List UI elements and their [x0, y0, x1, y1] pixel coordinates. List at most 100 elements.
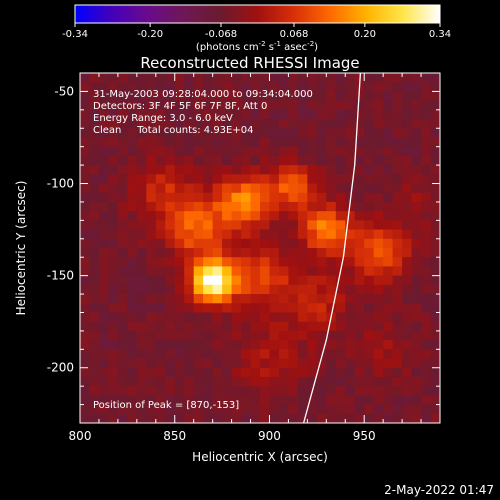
- heatmap-cell: [297, 275, 308, 286]
- heatmap-cell: [203, 395, 214, 406]
- heatmap-cell: [203, 413, 214, 423]
- heatmap-cell: [335, 192, 346, 203]
- heatmap-cell: [127, 284, 138, 295]
- heatmap-cell: [89, 100, 100, 111]
- heatmap-cell: [222, 146, 233, 157]
- heatmap-cell: [222, 73, 233, 83]
- heatmap-cell: [297, 294, 308, 304]
- heatmap-cell: [335, 358, 346, 369]
- heatmap-cell: [278, 155, 290, 166]
- heatmap-cell: [354, 312, 365, 323]
- heatmap-cell: [326, 109, 337, 120]
- heatmap-cell: [222, 349, 233, 360]
- heatmap-cell: [383, 73, 394, 83]
- heatmap-cell: [108, 128, 119, 139]
- heatmap-cell: [364, 413, 375, 423]
- heatmap-cell: [98, 413, 110, 423]
- heatmap-cell: [288, 238, 299, 249]
- heatmap-cell: [203, 367, 214, 378]
- heatmap-cell: [231, 413, 242, 423]
- heatmap-cell: [411, 386, 422, 396]
- heatmap-cell: [184, 146, 195, 157]
- heatmap-cell: [98, 73, 110, 83]
- heatmap-cell: [383, 229, 394, 240]
- heatmap-cell: [127, 330, 138, 341]
- heatmap-cell: [288, 376, 299, 387]
- heatmap-cell: [307, 82, 318, 93]
- heatmap-cell: [402, 155, 413, 166]
- heatmap-cell: [108, 119, 119, 129]
- heatmap-cell: [278, 119, 290, 129]
- heatmap-cell: [174, 257, 185, 268]
- heatmap-cell: [364, 100, 375, 111]
- heatmap-cell: [411, 82, 422, 93]
- heatmap-cell: [288, 303, 299, 314]
- heatmap-cell: [316, 321, 327, 332]
- heatmap-cell: [411, 376, 422, 387]
- heatmap-cell: [326, 155, 337, 166]
- heatmap-cell: [165, 404, 176, 415]
- heatmap-cell: [241, 82, 252, 93]
- heatmap-cell: [89, 155, 100, 166]
- heatmap-cell: [373, 146, 384, 157]
- heatmap-cell: [241, 137, 252, 148]
- heatmap-cell: [212, 358, 223, 369]
- heatmap-cell: [80, 376, 91, 387]
- heatmap-cell: [373, 109, 384, 120]
- heatmap-cell: [165, 248, 176, 258]
- heatmap-cell: [193, 201, 204, 212]
- colorbar: -0.34 -0.20 -0.068 0.068 0.20 0.34 (photons c…: [62, 4, 451, 53]
- heatmap-cell: [430, 183, 440, 194]
- heatmap-cell: [430, 257, 440, 268]
- heatmap-cell: [392, 82, 403, 93]
- heatmap-cell: [136, 321, 147, 332]
- heatmap-cell: [288, 109, 299, 120]
- heatmap-cell: [297, 321, 308, 332]
- heatmap-cell: [373, 192, 384, 203]
- heatmap-cell: [146, 330, 157, 341]
- heatmap-cell: [430, 128, 440, 139]
- heatmap-cell: [250, 73, 261, 83]
- heatmap-cell: [288, 340, 299, 350]
- heatmap-cell: [117, 358, 128, 369]
- heatmap-cell: [269, 303, 280, 314]
- heatmap-cell: [345, 201, 356, 212]
- heatmap-cell: [421, 330, 432, 341]
- heatmap-cell: [127, 82, 138, 93]
- heatmap-cell: [326, 395, 337, 406]
- heatmap-cell: [421, 266, 432, 277]
- heatmap-cell: [241, 376, 252, 387]
- heatmap-cell: [364, 303, 375, 314]
- heatmap-cell: [117, 137, 128, 148]
- heatmap-cell: [155, 266, 166, 277]
- heatmap-cell: [392, 413, 403, 423]
- heatmap-cell: [89, 358, 100, 369]
- heatmap-cell: [184, 395, 195, 406]
- heatmap-cell: [288, 229, 299, 240]
- heatmap-cell: [364, 155, 375, 166]
- heatmap-cell: [231, 395, 242, 406]
- heatmap-cell: [278, 174, 290, 185]
- heatmap-cell: [383, 155, 394, 166]
- heatmap-cell: [193, 174, 204, 185]
- heatmap-cell: [335, 330, 346, 341]
- heatmap-cell: [193, 257, 204, 268]
- heatmap-cell: [174, 165, 185, 175]
- heatmap-cell: [345, 109, 356, 120]
- heatmap-cell: [203, 294, 214, 304]
- heatmap-cell: [430, 413, 440, 423]
- heatmap-cell: [364, 73, 375, 83]
- heatmap-cell: [136, 82, 147, 93]
- heatmap-cell: [364, 340, 375, 350]
- heatmap-cell: [430, 404, 440, 415]
- info-time-range: 31-May-2003 09:28:04.000 to 09:34:04.000: [93, 89, 313, 100]
- heatmap-cell: [421, 165, 432, 175]
- heatmap-cell: [165, 395, 176, 406]
- heatmap-cell: [278, 248, 290, 258]
- heatmap-cell: [136, 294, 147, 304]
- heatmap-cell: [402, 192, 413, 203]
- heatmap-cell: [345, 294, 356, 304]
- heatmap-cell: [335, 100, 346, 111]
- heatmap-cell: [231, 257, 242, 268]
- heatmap-cell: [383, 248, 394, 258]
